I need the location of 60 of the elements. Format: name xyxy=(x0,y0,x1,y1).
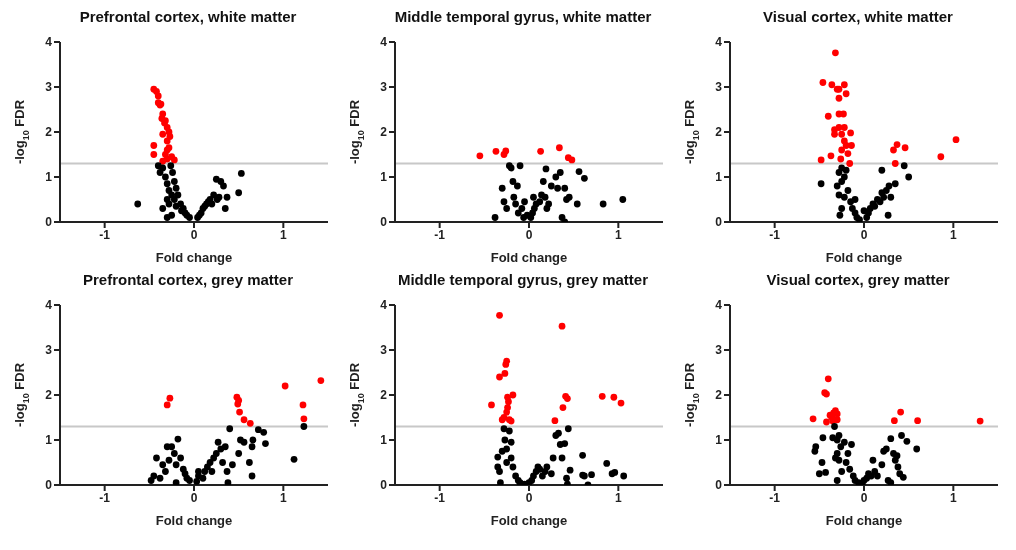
x-tick-label: 0 xyxy=(860,490,868,505)
chart-title: Middle temporal gyrus, white matter xyxy=(393,8,653,27)
chart-title: Visual cortex, grey matter xyxy=(765,271,951,290)
x-tick-label: -1 xyxy=(434,490,446,505)
y-tick-label: 1 xyxy=(45,170,53,185)
x-tick-label: 1 xyxy=(949,490,957,505)
x-axis-title: Fold change xyxy=(155,513,233,528)
y-tick-label: 4 xyxy=(380,298,388,313)
y-tick-label: 4 xyxy=(715,298,723,313)
x-tick-label: 0 xyxy=(860,227,868,242)
x-tick-label: 0 xyxy=(525,490,533,505)
y-tick-label: 2 xyxy=(45,125,53,140)
y-tick-label: 1 xyxy=(45,433,53,448)
y-tick-label: 2 xyxy=(715,388,723,403)
y-tick-label: 1 xyxy=(715,170,723,185)
x-tick-label: -1 xyxy=(434,227,446,242)
y-tick-label: 3 xyxy=(715,80,723,95)
x-tick-label: 1 xyxy=(614,490,622,505)
chart-title: Middle temporal gyrus, grey matter xyxy=(396,271,650,290)
y-tick-label: 3 xyxy=(45,80,53,95)
x-tick-label: 1 xyxy=(279,227,287,242)
y-tick-label: 2 xyxy=(45,388,53,403)
y-tick-label: 3 xyxy=(380,343,388,358)
x-tick-label: 1 xyxy=(949,227,957,242)
y-tick-label: 4 xyxy=(380,35,388,50)
x-tick-label: 0 xyxy=(525,227,533,242)
x-tick-label: -1 xyxy=(99,227,111,242)
y-tick-label: 1 xyxy=(380,433,388,448)
x-axis-title: Fold change xyxy=(825,250,903,265)
x-tick-label: 0 xyxy=(190,227,198,242)
x-tick-label: 1 xyxy=(279,490,287,505)
y-tick-label: 2 xyxy=(380,388,388,403)
y-tick-label: 3 xyxy=(45,343,53,358)
y-tick-label: 0 xyxy=(45,215,53,230)
x-axis-title: Fold change xyxy=(490,513,568,528)
y-tick-label: 4 xyxy=(715,35,723,50)
chart-title: Prefrontal cortex, white matter xyxy=(78,8,298,27)
y-tick-label: 2 xyxy=(380,125,388,140)
y-tick-label: 0 xyxy=(380,215,388,230)
y-tick-label: 3 xyxy=(715,343,723,358)
y-tick-label: 4 xyxy=(45,298,53,313)
y-tick-label: 0 xyxy=(45,478,53,493)
y-tick-label: 0 xyxy=(380,478,388,493)
x-tick-label: -1 xyxy=(769,227,781,242)
y-tick-label: 1 xyxy=(715,433,723,448)
x-axis-title: Fold change xyxy=(825,513,903,528)
x-tick-label: 1 xyxy=(614,227,622,242)
y-tick-label: 4 xyxy=(45,35,53,50)
x-tick-label: -1 xyxy=(99,490,111,505)
x-tick-label: 0 xyxy=(190,490,198,505)
y-tick-label: 1 xyxy=(380,170,388,185)
chart-title: Prefrontal cortex, grey matter xyxy=(81,271,295,290)
y-tick-label: 3 xyxy=(380,80,388,95)
chart-title: Visual cortex, white matter xyxy=(762,8,954,27)
x-axis-title: Fold change xyxy=(155,250,233,265)
y-tick-label: 0 xyxy=(715,478,723,493)
x-tick-label: -1 xyxy=(769,490,781,505)
y-tick-label: 0 xyxy=(715,215,723,230)
y-tick-label: 2 xyxy=(715,125,723,140)
x-axis-title: Fold change xyxy=(490,250,568,265)
